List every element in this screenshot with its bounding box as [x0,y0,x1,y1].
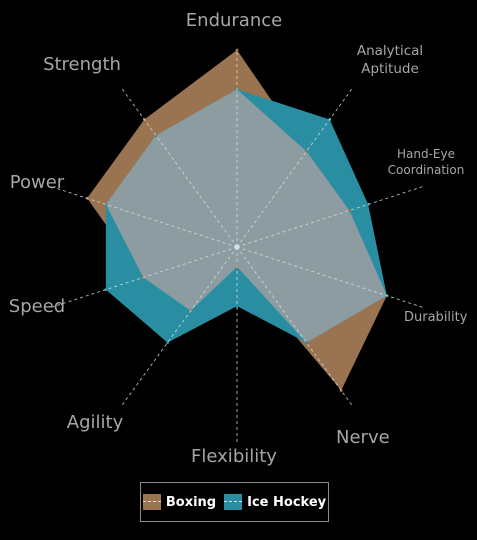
axis-label-strength: Strength [43,54,121,75]
spoke-hand-eye-coordination [236,185,425,248]
axis-label-power: Power [10,172,65,193]
legend-swatch-boxing [142,494,161,510]
spoke-nerve [236,246,354,407]
axis-label-agility: Agility [67,412,124,433]
point-ice-hockey-nerve [304,341,308,345]
legend-label-ice-hockey: Ice Hockey [247,494,327,510]
grid-layer [49,50,425,444]
point-boxing-endurance [235,48,239,52]
spoke-power [49,185,238,248]
point-ice-hockey-flexibility [235,304,239,308]
axis-label-layer: Endurance Analytical Aptitude Hand-Eye Coord… [9,10,468,467]
legend-label-boxing: Boxing [165,494,217,510]
legend: Boxing Ice Hockey [140,482,329,522]
point-ice-hockey-speed [104,288,108,292]
axis-label-hand-eye-coordination: Hand-Eye Coordination [388,147,465,177]
point-ice-hockey-power [104,202,108,206]
center-dot [234,244,240,250]
point-ice-hockey-agility [166,341,170,345]
point-ice-hockey-hand-eye-coordination [366,202,370,206]
series-overlap-area [105,89,387,343]
spoke-agility [120,246,238,407]
axis-label-speed: Speed [9,296,65,317]
spoke-strength [120,87,238,248]
axis-label-flexibility: Flexibility [191,446,277,467]
legend-item-boxing: Boxing [142,494,217,510]
legend-item-ice-hockey: Ice Hockey [224,494,326,510]
point-boxing-analytical-aptitude [304,149,308,153]
axis-label-nerve: Nerve [336,427,390,448]
axis-label-durability: Durability [404,310,468,325]
point-boxing-hand-eye-coordination [347,208,351,212]
legend-swatch-ice-hockey [224,494,243,510]
spoke-durability [236,246,425,309]
spoke-speed [49,246,238,309]
axis-label-endurance: Endurance [186,10,282,31]
axis-label-analytical-aptitude: Analytical Aptitude [357,43,423,77]
spoke-analytical-aptitude [236,87,354,248]
